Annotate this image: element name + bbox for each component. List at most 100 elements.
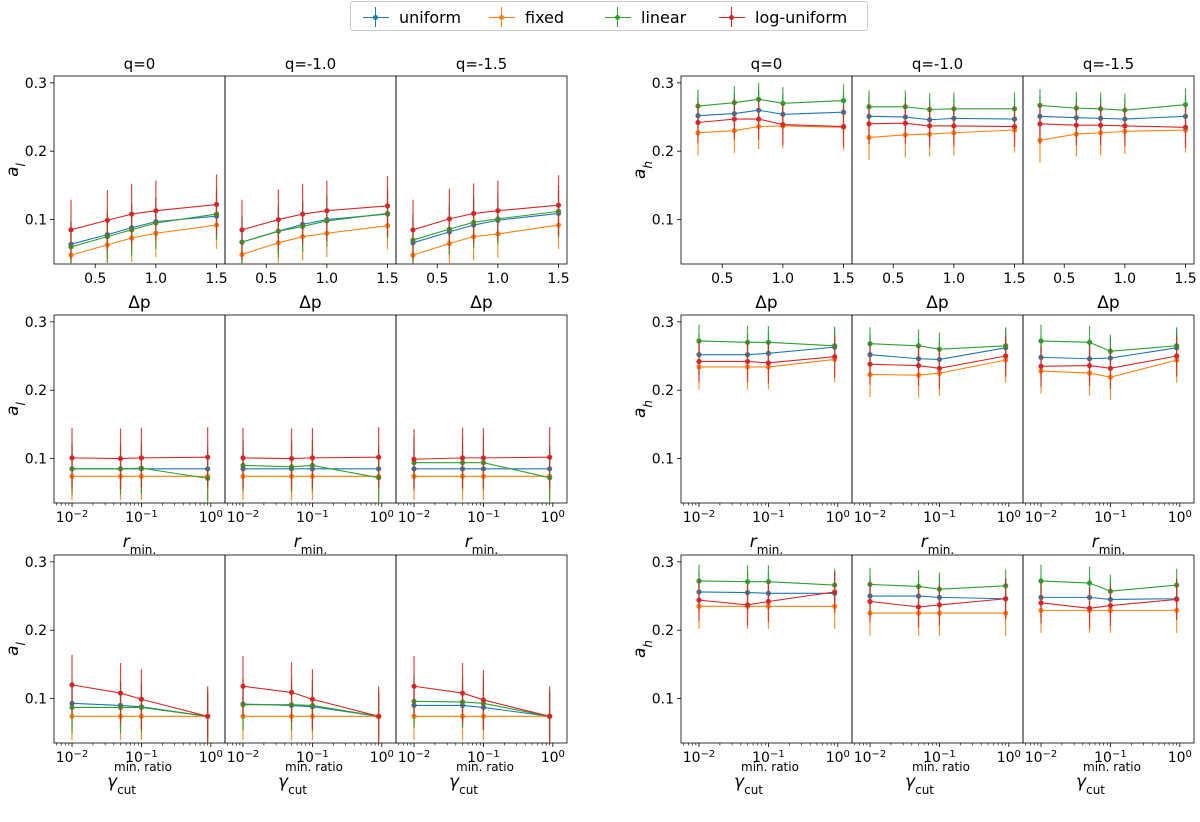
- x-tick-label: 100: [826, 509, 850, 527]
- data-point-linear: [1038, 578, 1044, 584]
- data-point-log-uniform: [832, 354, 838, 360]
- x-axis-label: γcutmin. ratio: [1076, 760, 1141, 797]
- panel: q=0 0.1 0.2 0.3 0.5 1.0 1.5 Δp: [652, 55, 855, 313]
- data-point-log-uniform: [547, 713, 553, 719]
- series-line-uniform: [1039, 115, 1186, 120]
- data-point-log-uniform: [780, 121, 786, 128]
- data-point-log-uniform: [205, 713, 211, 719]
- data-point-log-uniform: [1038, 600, 1044, 606]
- panel-frame: [851, 554, 1024, 744]
- panel: 10−2 10−1 100 rmin.: [224, 314, 397, 557]
- x-tick-label: 10−2: [683, 509, 716, 527]
- data-point-linear: [1086, 580, 1093, 586]
- y-tick-label: 0.3: [652, 76, 674, 92]
- x-tick-label: 10−1: [296, 509, 329, 527]
- panel: 0.1 0.2 0.3 10−2 10−1 100 rmin.: [25, 314, 226, 557]
- x-tick-label: 100: [370, 509, 394, 527]
- y-tick-label: 0.1: [652, 452, 674, 468]
- x-tick-label: 100: [997, 749, 1021, 767]
- x-axis-label: rmin.: [123, 532, 156, 557]
- data-point-log-uniform: [1107, 365, 1114, 371]
- data-point-log-uniform: [1174, 596, 1180, 603]
- x-axis-label-subscript: cut: [288, 783, 307, 797]
- x-tick-exponent: −2: [74, 509, 89, 520]
- data-point-log-uniform: [384, 203, 391, 209]
- data-point-log-uniform: [309, 455, 316, 461]
- data-point-log-uniform: [138, 696, 145, 702]
- y-axis-label: ah: [630, 400, 655, 418]
- data-point-log-uniform: [696, 358, 702, 365]
- series-line-linear: [699, 340, 835, 347]
- x-axis-label: γcutmin. ratio: [278, 760, 343, 797]
- data-point-log-uniform: [459, 690, 466, 696]
- data-point-log-uniform: [902, 120, 908, 126]
- data-point-log-uniform: [765, 598, 772, 605]
- x-tick-label: 100: [541, 509, 565, 527]
- x-axis-label: Δp: [470, 293, 492, 313]
- data-point-log-uniform: [756, 116, 762, 122]
- data-point-log-uniform: [1086, 605, 1093, 611]
- data-point-log-uniform: [376, 454, 382, 460]
- data-point-log-uniform: [117, 690, 124, 696]
- series-line-linear: [869, 343, 1006, 350]
- series-line-log-uniform: [697, 118, 844, 128]
- x-axis-label-superscript: min. ratio: [912, 760, 970, 774]
- series-line-linear: [1040, 580, 1177, 592]
- data-point-log-uniform: [936, 365, 943, 371]
- legend-swatch-fixed: [489, 7, 515, 27]
- x-tick-label: 1.0: [943, 271, 965, 287]
- x-tick-label: 1.0: [1114, 271, 1136, 287]
- x-tick-exponent: −1: [485, 749, 500, 760]
- x-tick-label: 1.0: [487, 271, 509, 287]
- data-point-log-uniform: [240, 455, 246, 461]
- x-tick-exponent: −1: [770, 509, 785, 520]
- series-line-uniform: [868, 115, 1015, 121]
- panel: 10−2 10−1 100 rmin.: [1022, 314, 1195, 557]
- series-line-uniform: [70, 215, 217, 245]
- data-point-log-uniform: [765, 360, 772, 366]
- y-axis-label: al: [3, 641, 28, 655]
- x-tick-label: 100: [370, 749, 394, 767]
- data-point-log-uniform: [69, 682, 75, 688]
- data-point-log-uniform: [696, 597, 702, 603]
- series-line-log-uniform: [870, 355, 1006, 369]
- x-tick-exponent: 0: [1186, 509, 1192, 520]
- legend-label: log-uniform: [755, 7, 848, 27]
- data-point-log-uniform: [915, 362, 922, 369]
- x-tick-exponent: −2: [872, 509, 887, 520]
- series-line-fixed: [241, 225, 388, 255]
- data-point-log-uniform: [840, 123, 847, 130]
- y-tick-label: 0.2: [652, 383, 674, 399]
- y-tick-label: 0.2: [652, 623, 674, 639]
- x-tick-label: 100: [826, 749, 850, 767]
- x-tick-label: 1.5: [547, 271, 569, 287]
- series-line-fixed: [1039, 129, 1186, 141]
- data-point-log-uniform: [951, 123, 957, 129]
- series-line-log-uniform: [72, 456, 208, 460]
- data-point-log-uniform: [240, 683, 246, 689]
- series-line-fixed: [699, 358, 835, 368]
- x-tick-label: 10−2: [227, 509, 260, 527]
- x-axis-label-superscript: min. ratio: [456, 760, 514, 774]
- data-point-log-uniform: [1038, 363, 1044, 369]
- y-tick-label: 0.1: [25, 452, 47, 468]
- x-axis-label-subscript: min.: [472, 543, 498, 557]
- data-point-linear: [1038, 338, 1044, 344]
- x-tick-exponent: −1: [941, 509, 956, 520]
- series-line-linear: [869, 583, 1006, 590]
- data-point-log-uniform: [480, 697, 487, 703]
- panel: q=-1.0 0.5 1.0 1.5 Δp: [224, 55, 399, 313]
- x-tick-exponent: 0: [844, 749, 850, 760]
- x-tick-label: 10−2: [398, 509, 431, 527]
- x-tick-label: 10−2: [56, 509, 89, 527]
- panel-frame: [395, 75, 568, 265]
- x-tick-exponent: −1: [941, 749, 956, 760]
- data-point-log-uniform: [927, 123, 933, 129]
- series-line-fixed: [70, 224, 217, 256]
- panel-frame: [53, 75, 226, 265]
- series-line-linear: [243, 704, 379, 717]
- y-tick-label: 0.3: [25, 555, 47, 571]
- panel-frame: [395, 554, 568, 744]
